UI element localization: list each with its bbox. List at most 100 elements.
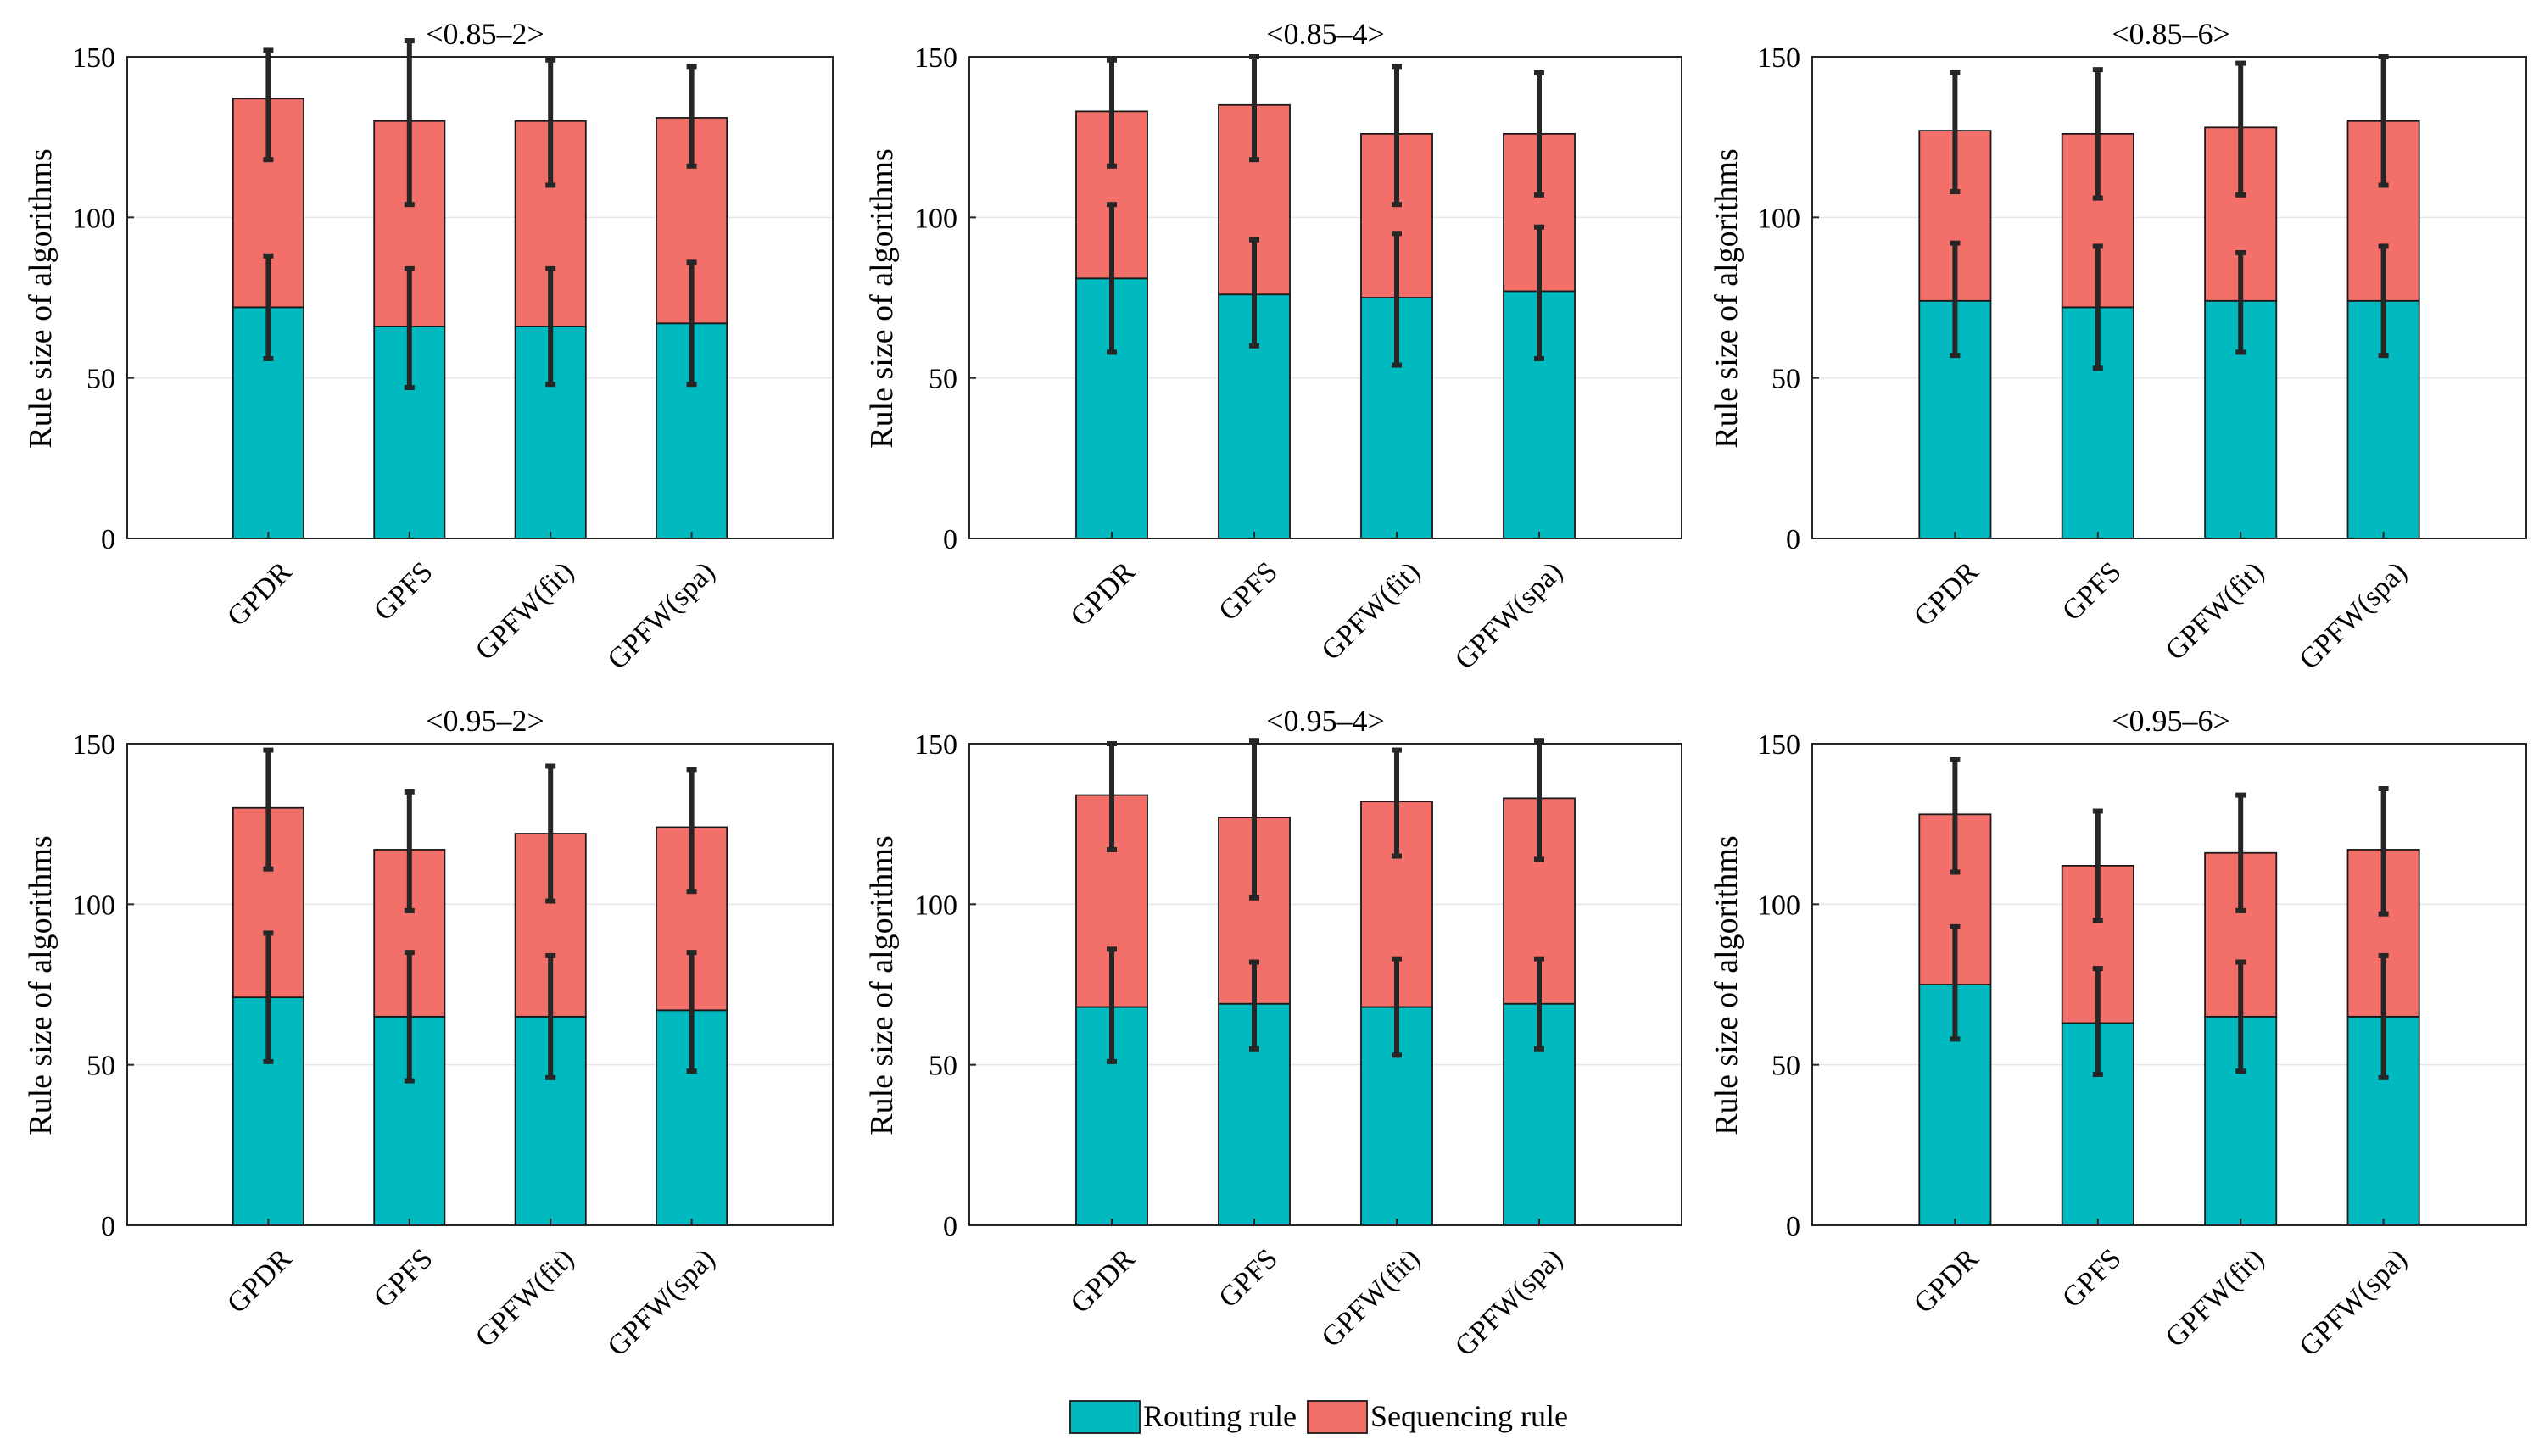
error-bar-routing (404, 265, 415, 391)
y-tick-label: 50 (86, 1051, 115, 1082)
category-label: GPFS (2056, 1243, 2128, 1314)
category-label: GPFS (1213, 556, 1284, 628)
error-bar-sequencing (263, 47, 274, 163)
y-tick-label: 0 (943, 1211, 957, 1242)
category-label: GPFW(fit) (2160, 556, 2270, 667)
error-bar-sequencing (686, 64, 697, 169)
plot-area: GPDR GPFS GPFW(fit) GPFW(spa) 0 50 100 150 (1757, 729, 2527, 1363)
y-tick-label: 150 (914, 42, 957, 74)
error-bar-sequencing (1534, 70, 1544, 198)
error-bar-routing (2378, 952, 2389, 1080)
error-bar-sequencing (1107, 57, 1117, 169)
category-label: GPFS (2056, 556, 2128, 628)
y-tick-label: 100 (1757, 203, 1800, 234)
category-label: GPFW(fit) (1316, 556, 1426, 667)
error-bar-sequencing (404, 789, 415, 913)
error-bar-routing (1950, 240, 1961, 359)
axes-frame (1811, 56, 2527, 539)
panel-0-95-2: <0.95–2> Rule size of algorithms GPDR GPF… (23, 704, 834, 1363)
error-bar-routing (1249, 959, 1259, 1052)
bar-routing (2346, 299, 2420, 539)
category-label: GPFW(fit) (470, 1243, 580, 1353)
category-label: GPDR (1065, 556, 1142, 633)
panel-title: <0.95–6> (2112, 704, 2230, 738)
panel-title: <0.95–2> (426, 704, 544, 738)
plot-area: GPDR GPFS GPFW(fit) GPFW(spa) 0 50 100 150 (72, 38, 834, 676)
category-label: GPDR (1908, 556, 1985, 633)
plot-area: GPDR GPFS GPFW(fit) GPFW(spa) 0 50 100 150 (1757, 42, 2527, 676)
y-tick-label: 100 (72, 203, 115, 234)
plot-area: GPDR GPFS GPFW(fit) GPFW(spa) 0 50 100 150 (914, 729, 1682, 1363)
axes-frame (968, 743, 1682, 1226)
y-axis-label: Rule size of algorithms (23, 835, 59, 1135)
category-label: GPFW(fit) (470, 556, 580, 667)
error-bar-routing (686, 950, 697, 1074)
panel-0-85-4: <0.85–4> Rule size of algorithms GPDR GPF… (864, 17, 1682, 676)
y-axis-label: Rule size of algorithms (864, 148, 900, 449)
error-bar-routing (1392, 231, 1402, 368)
error-bar-sequencing (1249, 738, 1259, 901)
error-bar-routing (545, 952, 556, 1080)
error-bar-routing (1534, 956, 1544, 1052)
y-tick-label: 0 (943, 524, 957, 555)
error-bar-routing (2378, 243, 2389, 359)
category-label: GPFW(spa) (1449, 1243, 1569, 1363)
error-bar-routing (404, 950, 415, 1084)
error-bar-sequencing (1534, 738, 1544, 862)
error-bar-routing (1107, 946, 1117, 1064)
bar-routing (1360, 297, 1433, 539)
legend-label-sequencing: Sequencing rule (1370, 1399, 1568, 1433)
category-label: GPDR (1065, 1243, 1142, 1320)
legend: Routing rule Sequencing rule (1069, 1397, 1568, 1440)
error-bar-sequencing (545, 763, 556, 904)
error-bar-routing (263, 253, 274, 361)
category-label: GPDR (1908, 1243, 1985, 1320)
axes-frame (126, 743, 834, 1226)
error-bar-routing (1950, 923, 1961, 1042)
y-tick-label: 50 (929, 1051, 957, 1082)
bar-routing (373, 326, 446, 539)
category-label: GPFW(fit) (1316, 1243, 1426, 1353)
error-bar-sequencing (2092, 808, 2103, 923)
error-bar-sequencing (686, 767, 697, 895)
panel-0-95-4: <0.95–4> Rule size of algorithms GPDR GPF… (864, 704, 1682, 1363)
error-bar-routing (1534, 224, 1544, 361)
y-tick-label: 150 (72, 42, 115, 74)
y-tick-label: 100 (914, 203, 957, 234)
error-bar-routing (686, 259, 697, 388)
y-tick-label: 0 (101, 1211, 115, 1242)
error-bar-sequencing (2235, 792, 2246, 913)
error-bar-sequencing (2378, 786, 2389, 917)
y-tick-label: 0 (1786, 1211, 1800, 1242)
y-tick-label: 100 (914, 890, 957, 921)
axes-frame (1811, 743, 2527, 1226)
panel-title: <0.85–4> (1266, 17, 1385, 51)
y-axis-label: Rule size of algorithms (864, 835, 900, 1135)
y-tick-label: 50 (86, 364, 115, 395)
y-tick-label: 100 (72, 890, 115, 921)
y-tick-label: 150 (1757, 729, 1800, 761)
legend-swatch-routing (1069, 1400, 1141, 1434)
panel-title: <0.95–4> (1266, 704, 1385, 738)
error-bar-routing (2092, 966, 2103, 1078)
category-label: GPFW(spa) (2293, 556, 2413, 676)
y-tick-label: 0 (1786, 524, 1800, 555)
error-bar-sequencing (1392, 64, 1402, 208)
axes-frame (968, 56, 1682, 539)
error-bar-sequencing (1950, 70, 1961, 195)
legend-swatch-sequencing (1307, 1400, 1368, 1434)
error-bar-sequencing (545, 57, 556, 188)
plot-area: GPDR GPFS GPFW(fit) GPFW(spa) 0 50 100 150 (914, 42, 1682, 676)
y-tick-label: 0 (101, 524, 115, 555)
y-tick-label: 50 (929, 364, 957, 395)
error-bar-routing (1392, 956, 1402, 1058)
y-axis-label: Rule size of algorithms (1709, 148, 1744, 449)
error-bar-routing (545, 265, 556, 388)
error-bar-sequencing (1392, 747, 1402, 859)
category-label: GPFW(spa) (601, 556, 721, 676)
y-tick-label: 150 (914, 729, 957, 761)
category-label: GPFW(spa) (2293, 1243, 2413, 1363)
category-label: GPFW(spa) (601, 1243, 721, 1363)
y-tick-label: 50 (1772, 1051, 1800, 1082)
